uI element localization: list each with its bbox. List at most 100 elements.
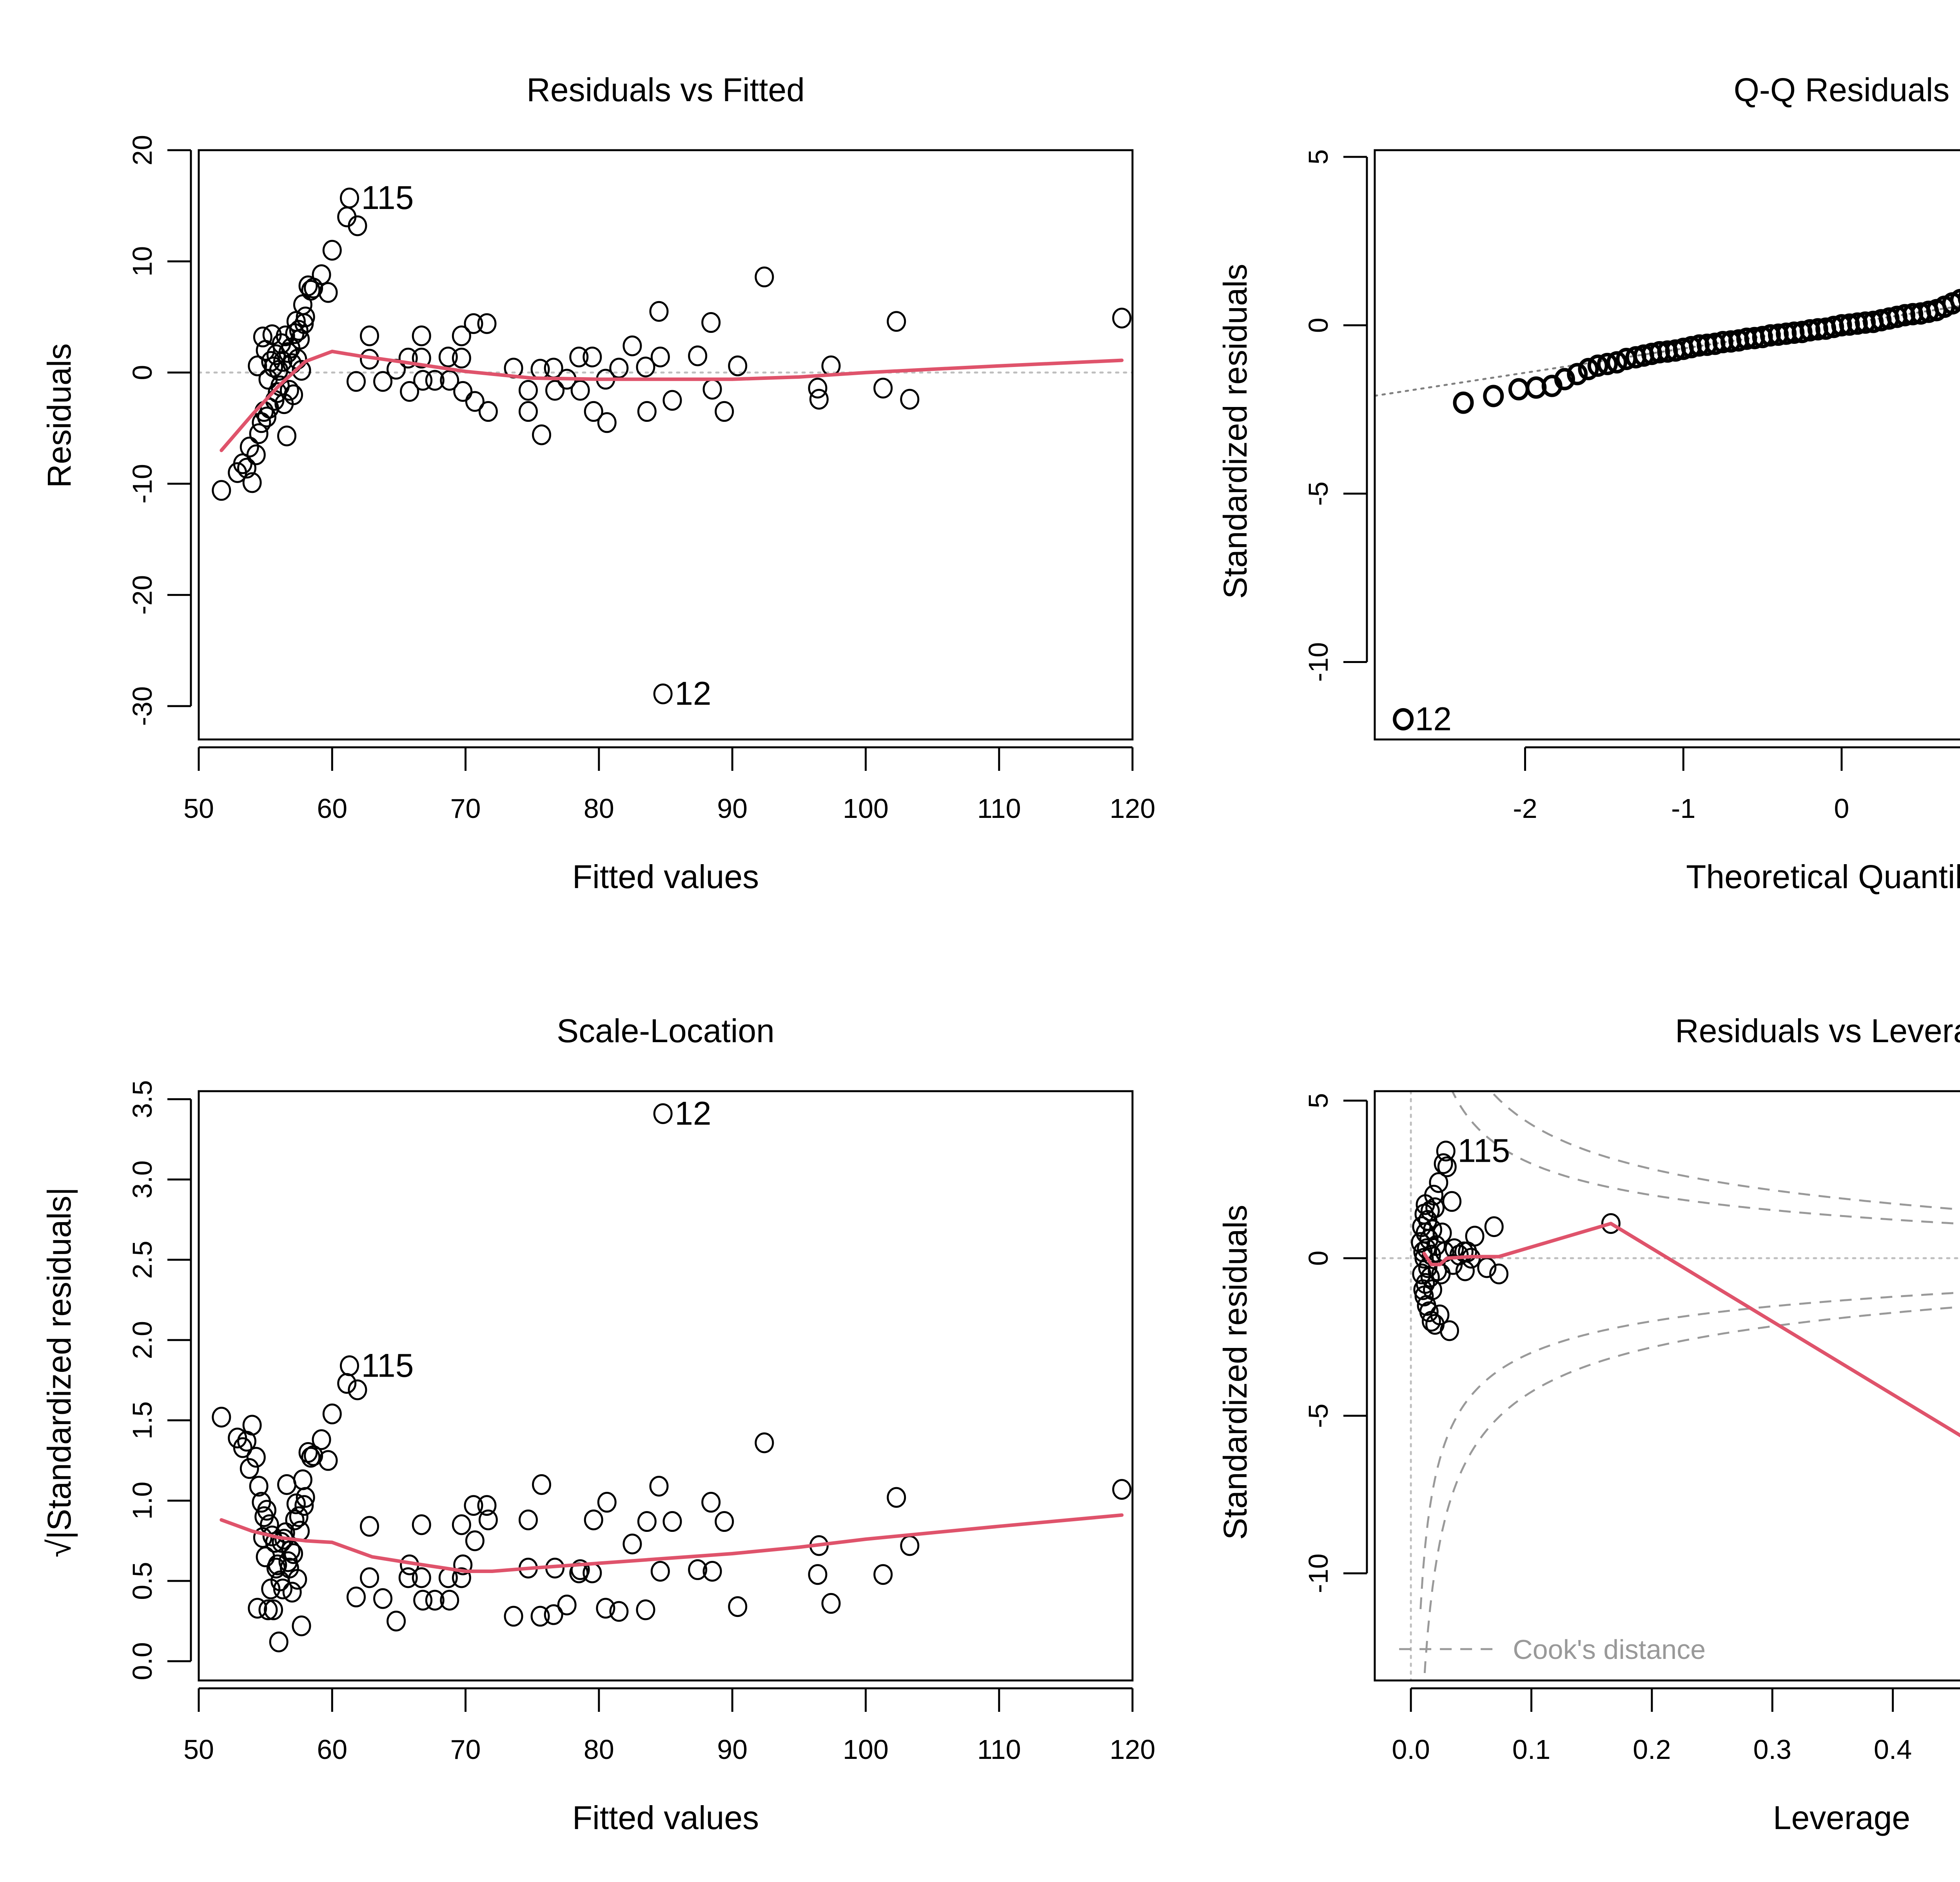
- data-point: [636, 1599, 655, 1620]
- data-point: [1601, 1213, 1621, 1234]
- data-point: [348, 1379, 367, 1401]
- panel-qq-residuals: Q-Q Residuals Theoretical Quantiles Stan…: [1217, 71, 1960, 895]
- data-point: [348, 215, 367, 236]
- data-point: [1950, 289, 1960, 311]
- data-point: [412, 325, 431, 347]
- data-point: [284, 384, 303, 405]
- data-point: [1483, 385, 1504, 407]
- data-point: [584, 1509, 603, 1530]
- data-point: [1112, 307, 1132, 329]
- data-point: [873, 1564, 893, 1585]
- data-point: [1578, 358, 1599, 380]
- x-axis-label: Leverage: [1773, 1799, 1910, 1836]
- data-point: [318, 282, 338, 303]
- legend-label: Cook's distance: [1513, 1634, 1706, 1665]
- data-point: [653, 683, 673, 705]
- data-point: [755, 266, 774, 287]
- data-point: [609, 1601, 629, 1622]
- data-point: [440, 370, 459, 391]
- y-tick-label: 0: [1303, 1251, 1334, 1266]
- x-tick-label: 60: [317, 1734, 347, 1765]
- data-point: [269, 1631, 289, 1653]
- data-point: [649, 301, 669, 322]
- data-point: [662, 1511, 682, 1532]
- data-point: [544, 1604, 563, 1625]
- y-axis-label: Standardized residuals: [1217, 264, 1254, 599]
- y-tick-label: -30: [127, 686, 158, 726]
- point-label: 115: [1457, 1132, 1510, 1169]
- x-tick-label: 80: [584, 1734, 614, 1765]
- data-point: [360, 1567, 379, 1588]
- plot-frame: [1374, 149, 1960, 741]
- x-tick-label: 0.0: [1392, 1734, 1430, 1765]
- data-point: [821, 355, 841, 376]
- data-point: [1453, 391, 1474, 414]
- data-point: [212, 1406, 231, 1428]
- data-point: [662, 390, 682, 411]
- data-point: [286, 1493, 306, 1515]
- data-point: [596, 1598, 615, 1619]
- data-point: [233, 1437, 252, 1458]
- data-point: [1484, 1216, 1504, 1237]
- data-point: [569, 346, 589, 367]
- data-point: [398, 347, 418, 369]
- data-point: [1597, 352, 1618, 375]
- y-tick-label: 2.5: [127, 1241, 158, 1279]
- data-point: [412, 347, 431, 369]
- x-tick-label: 100: [843, 793, 889, 824]
- plot-frame: [1374, 1090, 1960, 1682]
- x-tick-label: 80: [584, 793, 614, 824]
- data-point: [387, 1610, 406, 1631]
- data-point: [425, 1590, 445, 1611]
- data-point: [688, 1559, 708, 1580]
- data-point: [296, 306, 315, 327]
- data-point: [887, 311, 906, 332]
- data-point: [246, 1447, 266, 1468]
- data-point: [279, 380, 299, 401]
- data-point: [1489, 1263, 1509, 1284]
- data-point: [452, 1567, 471, 1588]
- data-point: [252, 412, 271, 433]
- data-point: [1423, 1279, 1443, 1300]
- data-point: [597, 412, 617, 433]
- y-tick-label: 1.5: [127, 1401, 158, 1439]
- plot-area: 0.00.10.20.30.40.50.60.7-10-5050.1Cook's…: [1303, 1090, 1960, 1765]
- data-point: [1606, 351, 1628, 374]
- x-tick-label: 110: [977, 1734, 1021, 1765]
- y-tick-label: 10: [127, 246, 158, 277]
- y-tick-label: 0: [1303, 318, 1334, 333]
- data-point: [653, 1103, 673, 1124]
- data-point: [438, 346, 458, 367]
- x-tick-label: 60: [317, 793, 347, 824]
- data-point: [347, 371, 366, 392]
- data-point: [622, 335, 642, 356]
- x-axis-label: Fitted values: [572, 1799, 759, 1836]
- data-point: [1508, 378, 1529, 401]
- data-point: [728, 355, 748, 376]
- data-point: [278, 342, 298, 363]
- data-point: [242, 1415, 262, 1436]
- data-point: [465, 391, 485, 412]
- y-tick-label: -20: [127, 575, 158, 615]
- data-point: [1423, 1219, 1443, 1241]
- data-point: [373, 1588, 393, 1609]
- data-point: [240, 436, 259, 458]
- data-point: [318, 1450, 338, 1471]
- y-tick-label: -5: [1303, 1404, 1334, 1428]
- x-tick-label: 100: [843, 1734, 889, 1765]
- data-point: [412, 1567, 431, 1588]
- y-tick-label: 0: [127, 365, 158, 380]
- smoother-line: [1422, 1222, 1960, 1437]
- data-point: [293, 294, 312, 315]
- point-label: 12: [675, 675, 711, 712]
- data-point: [464, 1495, 483, 1516]
- data-point: [701, 312, 721, 333]
- data-point: [532, 424, 552, 445]
- plot-frame: [198, 149, 1134, 741]
- data-point: [453, 381, 473, 402]
- data-point: [702, 379, 722, 400]
- data-point: [597, 1491, 617, 1513]
- data-point: [288, 1569, 307, 1590]
- data-point: [284, 1543, 303, 1564]
